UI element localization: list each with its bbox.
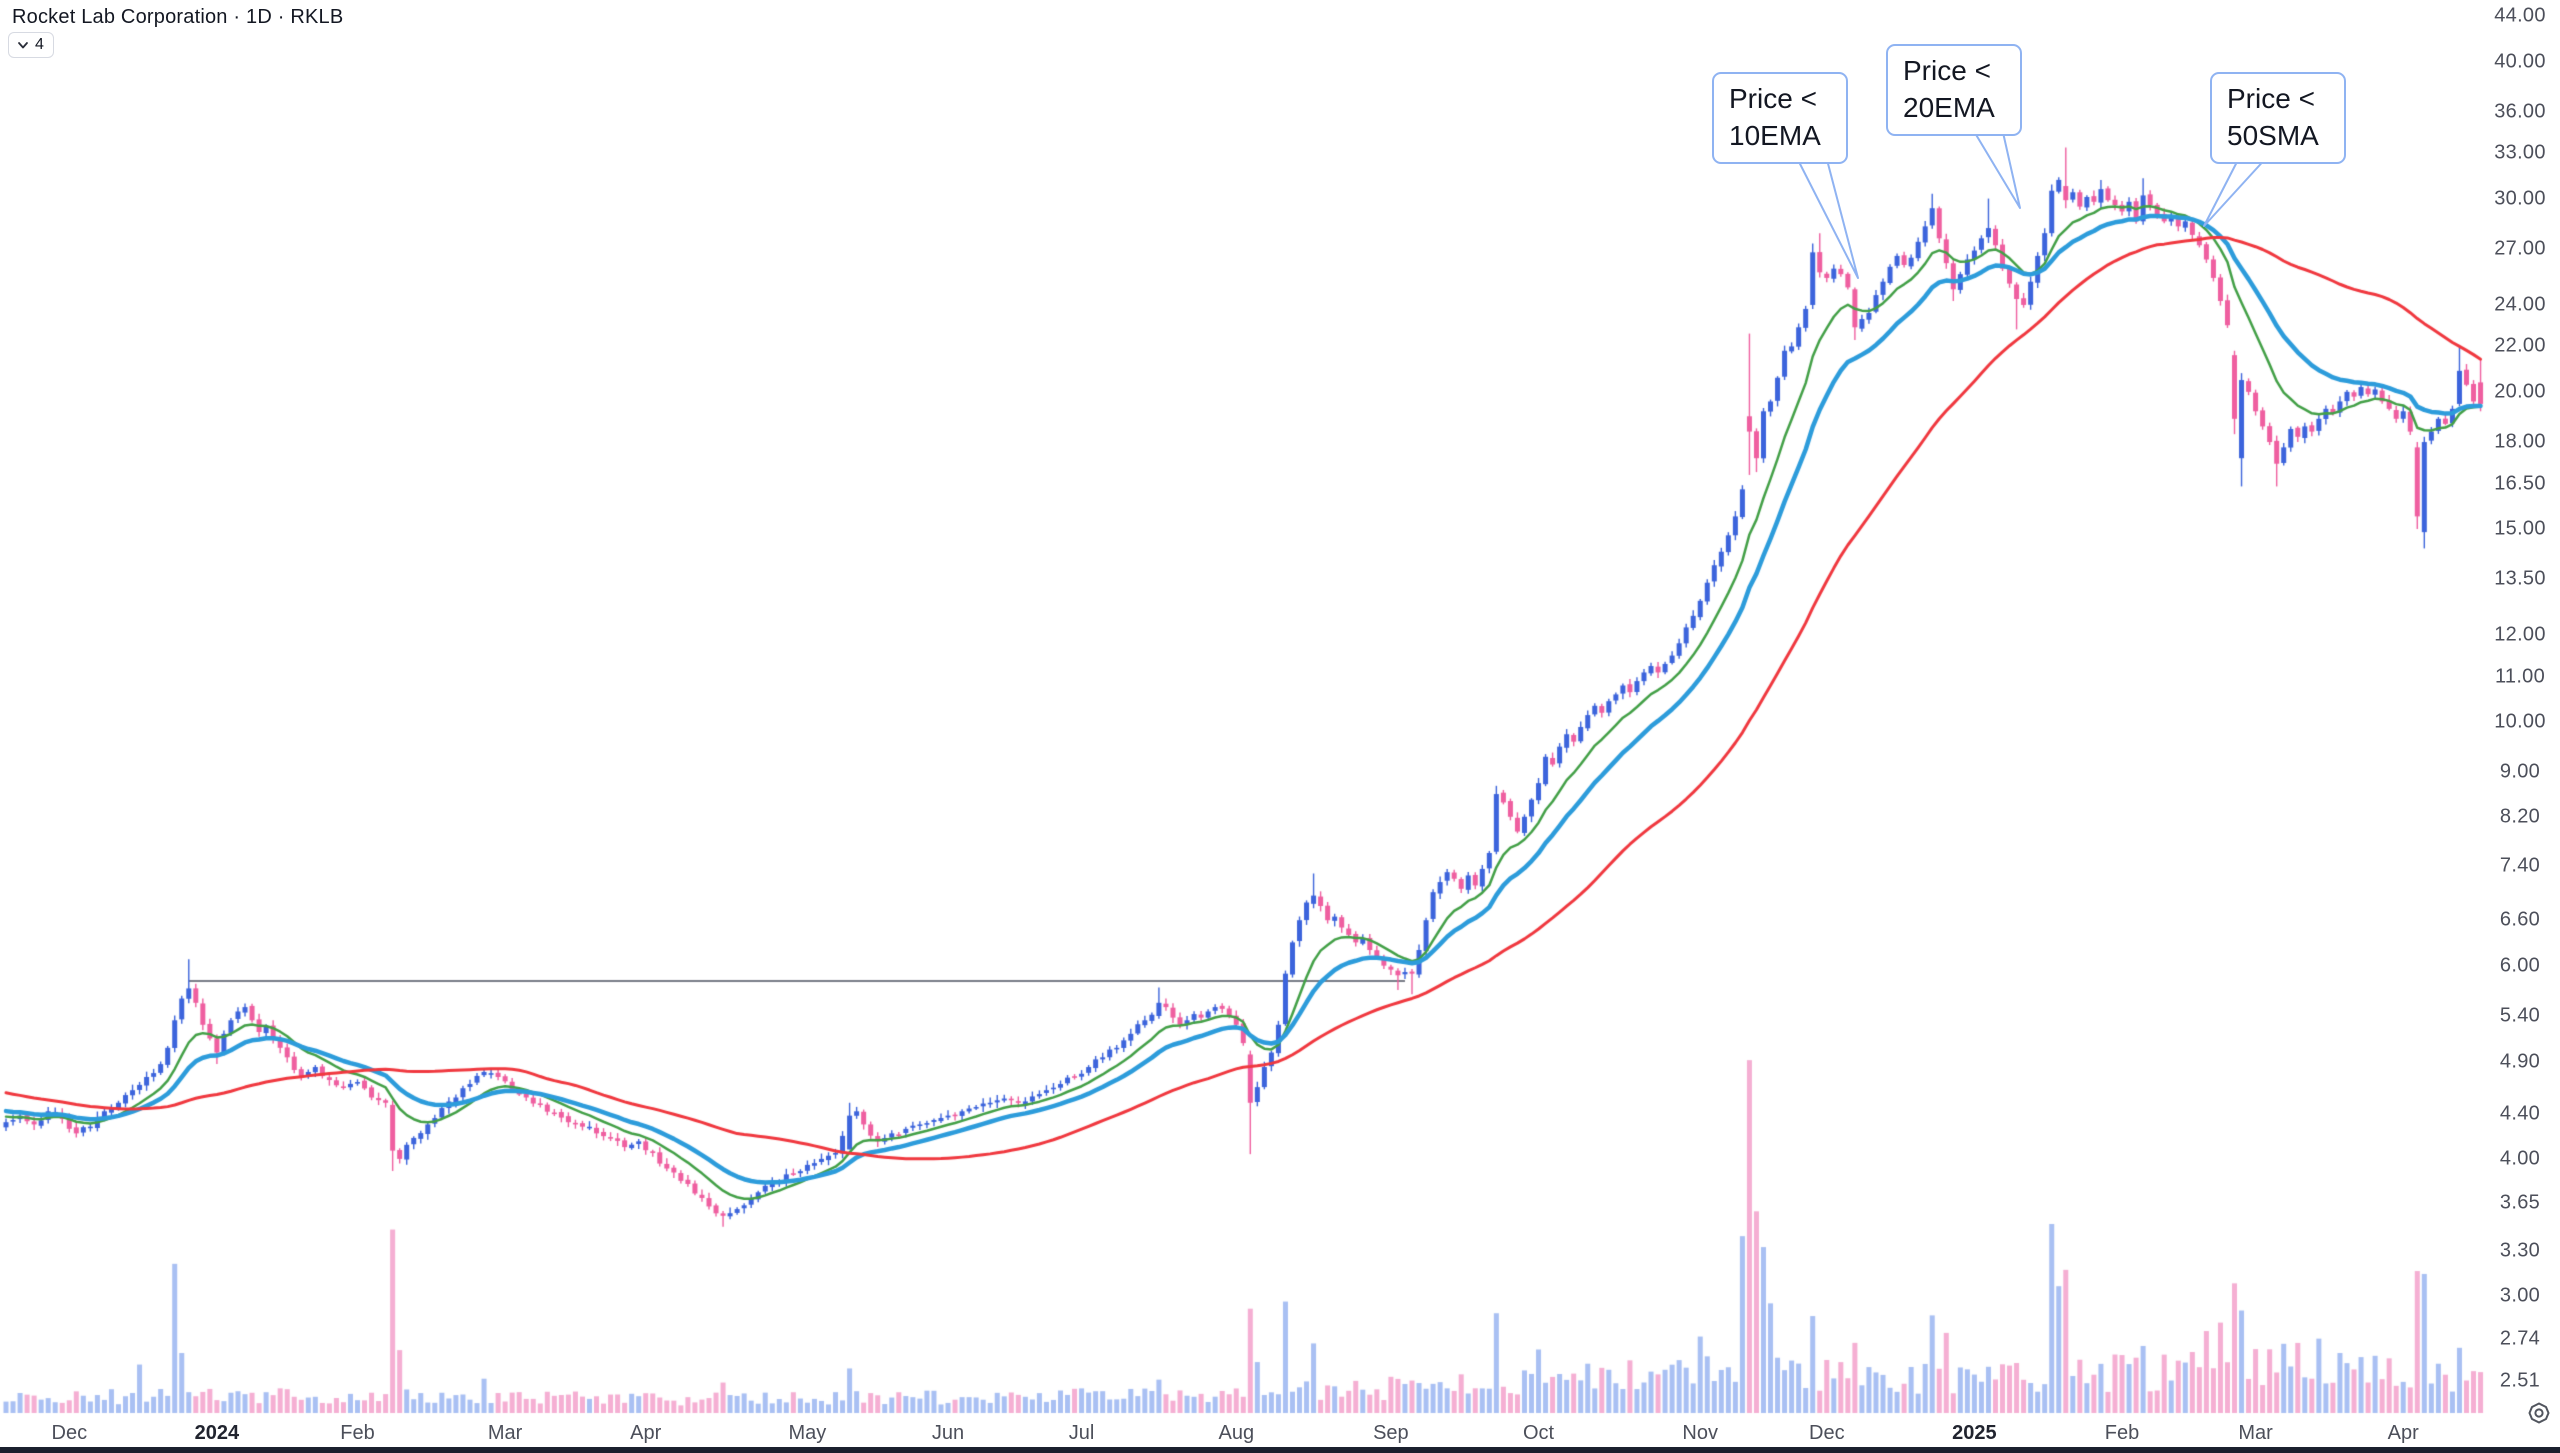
annotation-price-below-50sma[interactable]: Price < 50SMA [2210,72,2346,164]
price-axis-label: 36.00 [2494,100,2546,123]
indicator-legend-pill[interactable]: 4 [8,32,54,58]
time-axis-label: 2025 [1952,1422,1997,1444]
indicator-count: 4 [35,36,44,53]
time-axis-label: Feb [2104,1422,2140,1444]
price-axis-label: 4.90 [2499,1050,2541,1073]
time-axis-label: Sep [1373,1422,1409,1444]
annotation-price-below-20ema[interactable]: Price < 20EMA [1886,44,2022,136]
time-axis-label: Oct [1522,1422,1555,1444]
price-axis-label: 24.00 [2494,293,2546,316]
price-axis-label: 3.00 [2499,1284,2541,1307]
time-axis-label: Dec [51,1422,88,1444]
price-axis-label: 11.00 [2494,665,2546,688]
price-axis-label: 33.00 [2494,141,2546,164]
time-axis-label: Dec [1809,1422,1845,1444]
price-axis-label: 6.60 [2499,908,2541,931]
annotation-text-line1: Price < [1729,83,1817,114]
price-axis-label: 9.00 [2499,760,2541,783]
price-axis-label: 30.00 [2494,187,2546,210]
price-axis-label: 8.20 [2499,805,2541,828]
gear-icon [2526,1400,2552,1431]
price-axis-label: 40.00 [2494,50,2546,72]
settings-gear-button[interactable] [2524,1400,2554,1430]
time-axis-label: May [788,1422,827,1444]
time-axis-label: Apr [630,1422,662,1444]
time-axis-label: 2024 [194,1422,240,1444]
time-axis-label: Feb [340,1422,375,1444]
time-axis-label: Mar [487,1422,523,1444]
page-title: Rocket Lab Corporation · 1D · RKLB [12,6,344,28]
annotation-text-line1: Price < [2227,83,2315,114]
price-axis-label: 18.00 [2494,430,2546,453]
time-axis-label: Aug [1218,1422,1255,1444]
price-axis-label: 2.74 [2499,1327,2541,1350]
price-axis-label: 10.00 [2494,710,2546,733]
price-axis-label: 27.00 [2494,237,2546,260]
chevron-down-icon [16,38,30,52]
time-axis-label: Jun [931,1422,965,1444]
time-axis[interactable]: Dec 2024 Feb Mar Apr May Jun Jul Aug Sep Oct Nov Dec… [0,1418,2560,1447]
annotation-text-line2: 10EMA [1729,120,1821,151]
price-axis-label: 16.50 [2494,472,2546,494]
price-axis-label: 5.40 [2499,1004,2541,1027]
annotation-text-line2: 50SMA [2227,120,2319,151]
bottom-border [0,1447,2560,1453]
price-axis-label: 6.00 [2499,954,2541,977]
price-axis-label: 4.00 [2499,1147,2541,1170]
price-axis-label: 4.40 [2499,1102,2541,1124]
price-axis-label: 2.51 [2499,1369,2541,1392]
price-axis-label: 22.00 [2494,334,2546,357]
price-axis-label: 15.00 [2494,517,2546,540]
price-axis-label: 44.00 [2494,4,2546,27]
price-axis-label: 20.00 [2494,380,2546,403]
price-axis-label: 12.00 [2494,623,2546,646]
time-axis-label: Nov [1682,1422,1718,1444]
time-axis-label: Jul [1068,1422,1095,1444]
price-axis-label: 3.30 [2499,1239,2541,1262]
annotation-price-below-10ema[interactable]: Price < 10EMA [1712,72,1848,164]
annotation-text-line2: 20EMA [1903,92,1995,123]
price-axis-label: 3.65 [2499,1191,2541,1213]
time-axis-label: Mar [2238,1422,2273,1444]
time-axis-label: Apr [2387,1422,2419,1444]
price-axis-label: 13.50 [2494,567,2546,590]
price-axis[interactable]: 44.00 40.00 36.00 33.00 30.00 27.00 24.00 22.00… [2486,0,2560,1418]
price-axis-label: 7.40 [2499,854,2541,877]
annotation-text-line1: Price < [1903,55,1991,86]
